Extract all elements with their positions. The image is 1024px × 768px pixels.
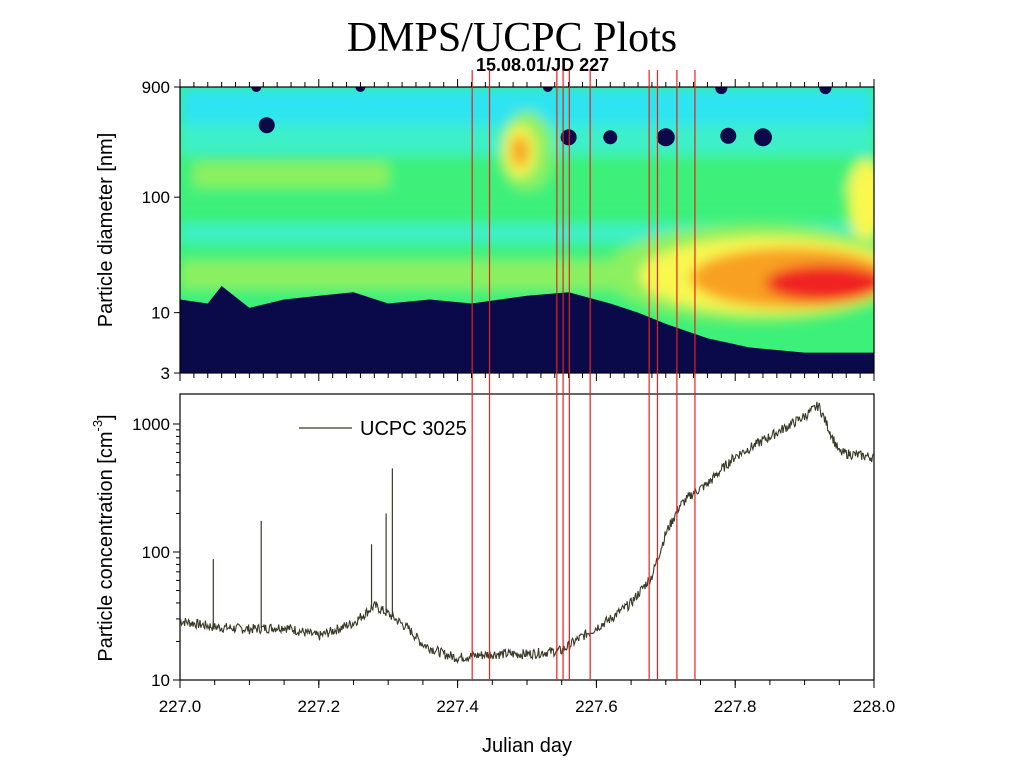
ucpc-spikes xyxy=(212,468,393,629)
heatmap-dark-spot xyxy=(819,87,832,95)
legend-label: UCPC 3025 xyxy=(360,418,467,440)
heatmap-dark-spot xyxy=(753,128,772,147)
x-tick-label: 227.4 xyxy=(436,697,479,716)
ucpc-series-line xyxy=(180,401,874,664)
heatmap-dark-spot xyxy=(656,128,675,147)
svg-text:Particle concentration [cm-3]: Particle concentration [cm-3] xyxy=(90,414,117,661)
top-y-tick-label: 100 xyxy=(142,188,170,207)
top-y-tick-label: 10 xyxy=(151,304,170,323)
top-y-tick-label: 900 xyxy=(142,78,170,97)
heatmap-dark-spot xyxy=(720,127,737,144)
heatmap-dark-spot xyxy=(355,87,366,92)
right-edge-yellow xyxy=(847,159,874,240)
bottom-y-tick-label: 1000 xyxy=(132,415,170,434)
bottom-y-axis-label: Particle concentration [cm xyxy=(95,432,117,662)
bottom-y-axis-bracket: ] xyxy=(95,414,117,420)
heatmap-plot xyxy=(180,87,874,373)
heatmap-band-lower-lightgreen xyxy=(180,261,652,290)
top-y-tick-label: 3 xyxy=(161,364,170,383)
bottom-y-axis-exp: -3 xyxy=(90,420,105,432)
heatmap-dark-spot xyxy=(251,87,262,92)
x-tick-label: 228.0 xyxy=(853,697,896,716)
bottom-plot-frame xyxy=(179,393,875,681)
bottom-y-tick-label: 100 xyxy=(142,543,170,562)
heatmap-dark-spot xyxy=(258,117,275,134)
x-tick-label: 227.2 xyxy=(298,697,341,716)
heatmap-band-lightgreen xyxy=(193,162,389,189)
heatmap-dark-spot xyxy=(560,129,577,146)
nucleation-red xyxy=(765,265,874,302)
heatmap-dark-spot xyxy=(542,87,553,92)
event-lines xyxy=(471,70,696,680)
x-tick-label: 227.8 xyxy=(714,697,757,716)
x-tick-label: 227.0 xyxy=(159,697,202,716)
heatmap-low-size-region xyxy=(180,286,874,373)
page-title: DMPS/UCPC Plots xyxy=(346,15,678,61)
x-tick-label: 227.6 xyxy=(575,697,618,716)
chart-subtitle: 15.08.01/JD 227 xyxy=(476,55,610,75)
top-y-axis-label: Particle diameter [nm] xyxy=(95,133,117,328)
bottom-y-tick-label: 10 xyxy=(151,671,170,690)
x-axis-label: Julian day xyxy=(482,735,572,757)
heatmap-dark-spot xyxy=(603,130,618,145)
heatmap-dark-spot xyxy=(715,87,728,95)
hotspot-orange xyxy=(511,135,530,168)
